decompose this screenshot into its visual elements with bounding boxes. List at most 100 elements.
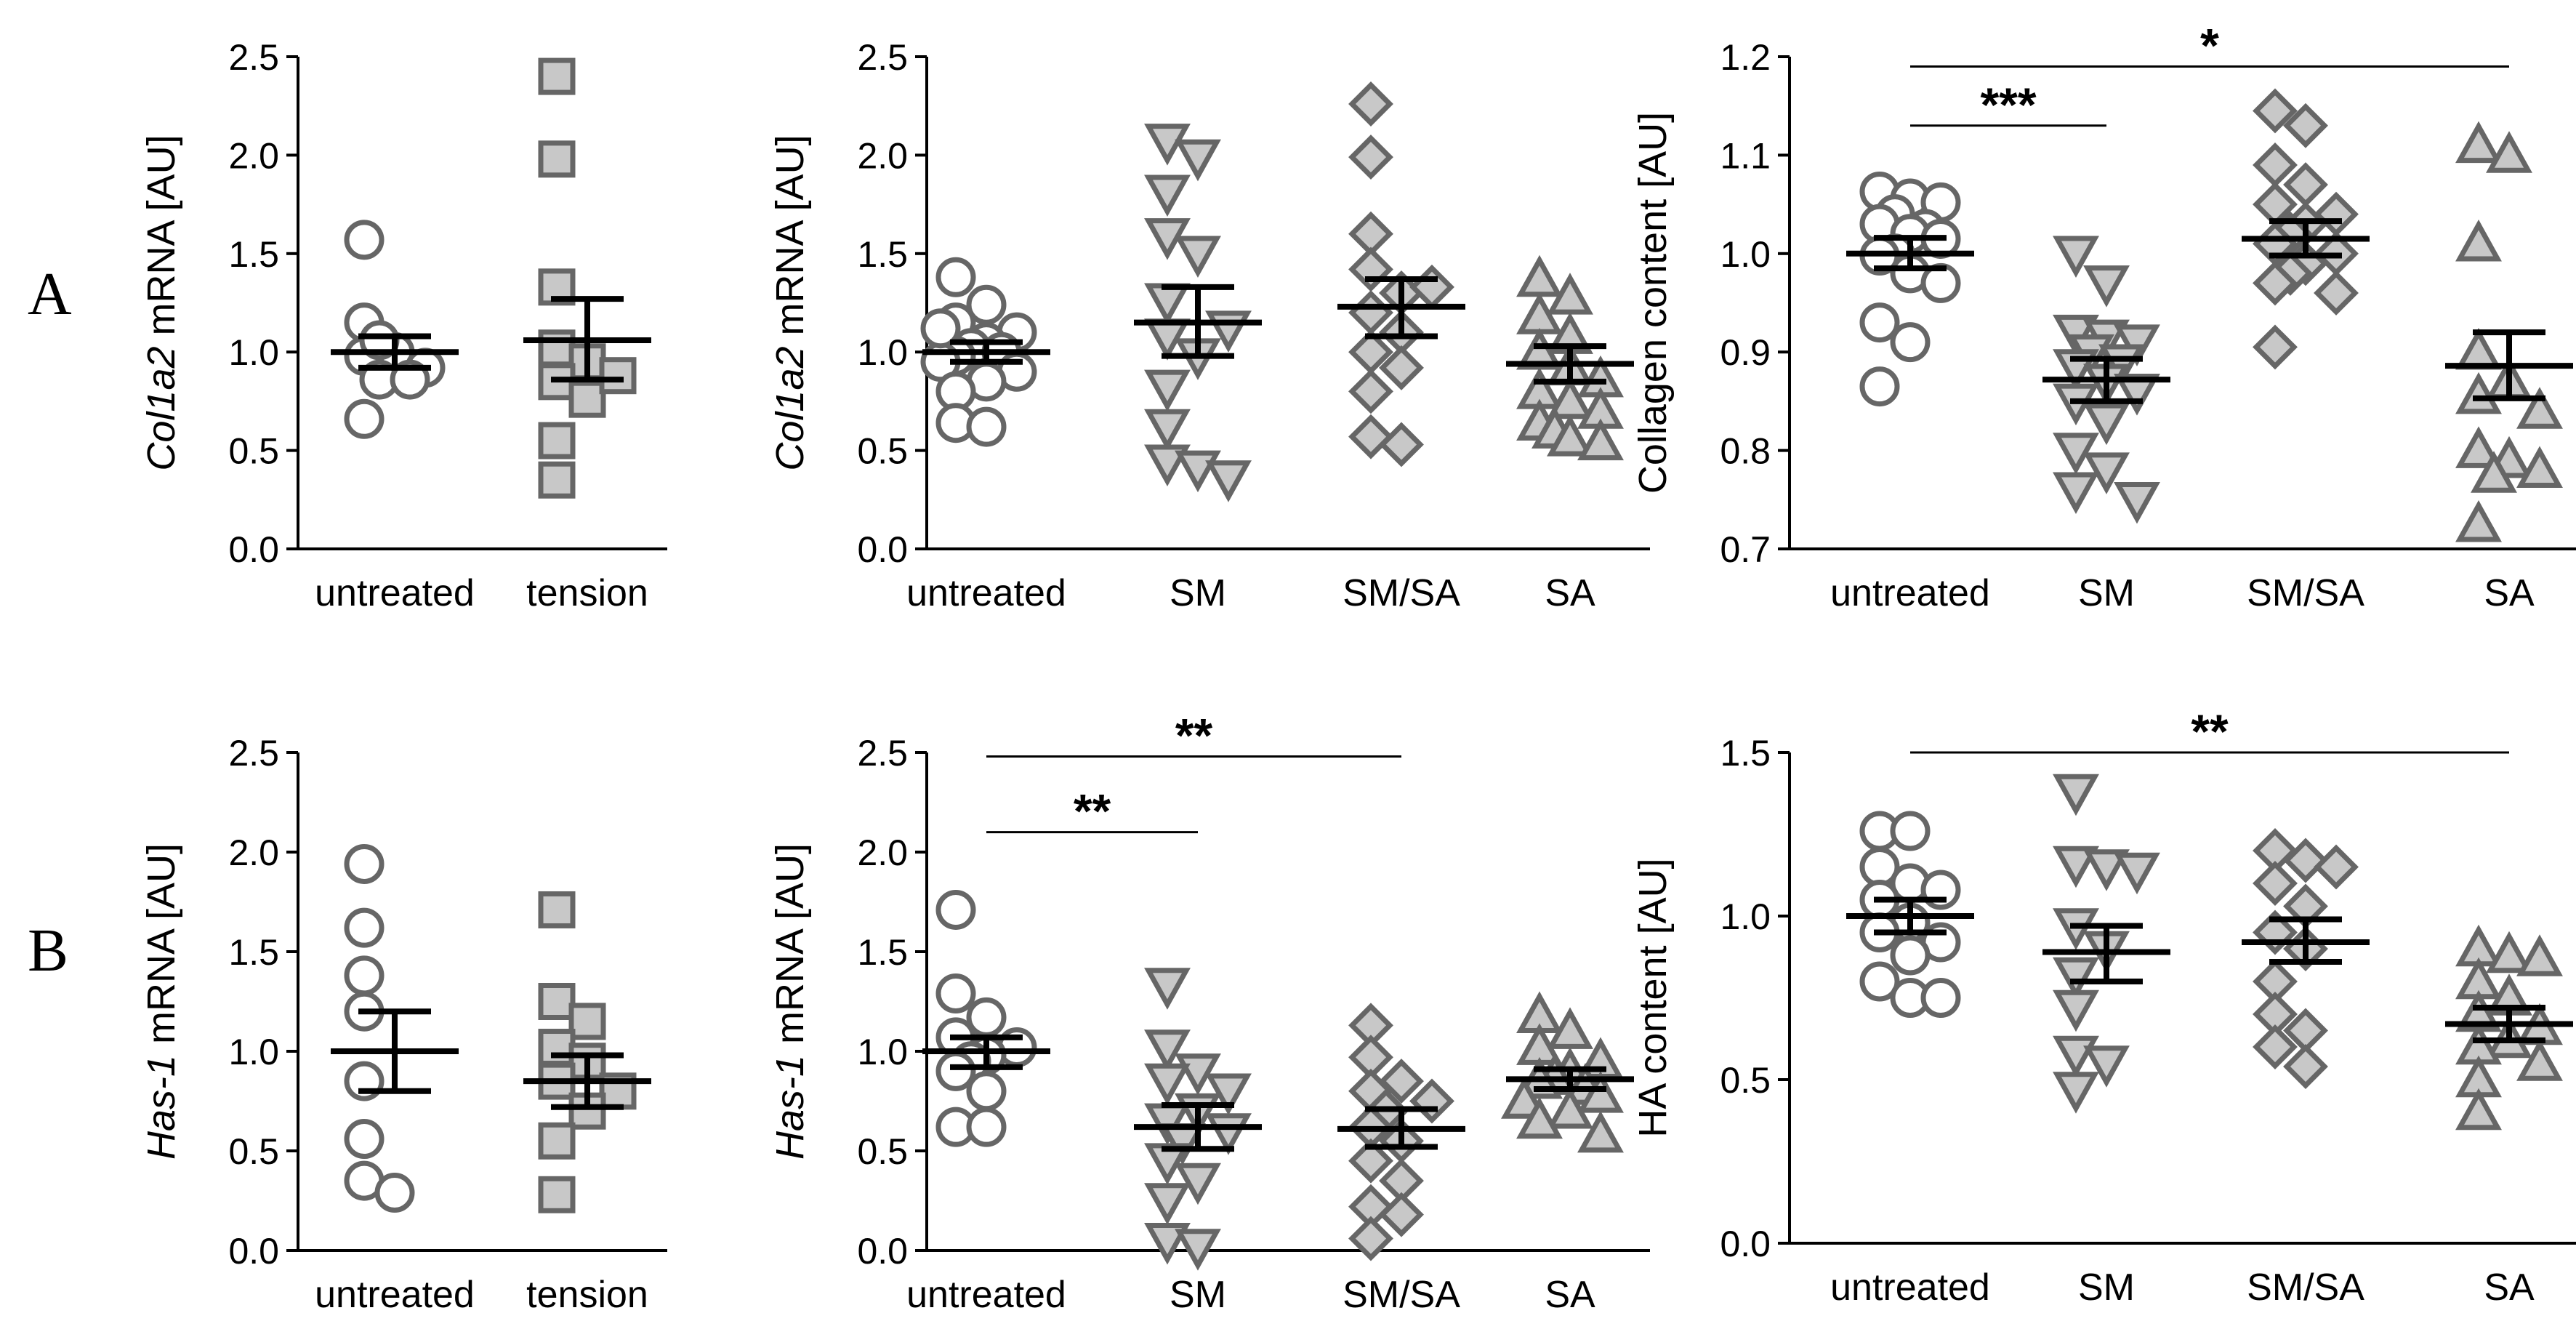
data-point-sm-sa: [2283, 1044, 2328, 1089]
data-point-sa: [1547, 273, 1593, 315]
data-point-sm: [2114, 852, 2160, 895]
significance-label: ***: [1980, 78, 2036, 132]
data-point-sm: [1144, 444, 1191, 487]
data-point-untreated: [344, 955, 385, 996]
data-point-sm-sa: [1348, 369, 1393, 414]
data-point-untreated: [1890, 322, 1931, 363]
data-point-tension: [538, 461, 576, 499]
x-tick-label-sm-sa: SM/SA: [2247, 1266, 2364, 1309]
x-tick-label-sm-sa: SM/SA: [1343, 572, 1460, 614]
y-axis-title-gene: Col1a2: [140, 346, 183, 470]
y-axis-title: Collagen content [AU]: [1631, 112, 1675, 494]
y-tick-label: 1.0: [228, 1032, 279, 1072]
data-point-untreated: [344, 1119, 385, 1160]
data-point-sm-sa: [2253, 861, 2298, 906]
y-tick-label: 2.0: [228, 135, 279, 176]
significance-label: *: [2200, 19, 2219, 73]
y-tick-label: 1.0: [1720, 896, 1771, 937]
y-axis-title-unit: HA content [AU]: [1631, 858, 1675, 1137]
significance-label: **: [1074, 784, 1111, 838]
x-tick-label-untreated: untreated: [1830, 1266, 1990, 1309]
data-point-sm: [1175, 139, 1221, 182]
data-point-untreated: [1890, 935, 1931, 976]
y-tick-label: 1.1: [1720, 135, 1771, 176]
data-point-sa: [2455, 327, 2502, 370]
chart-panel-b2-has1-treatments: 0.0 0.5 1.0 1.5 2.0 2.5 Has-1 mRNA [AU] untreat…: [768, 708, 1650, 1316]
data-point-sm-sa: [2253, 88, 2298, 134]
data-point-untreated: [344, 398, 385, 439]
data-point-sa: [1577, 1071, 1624, 1113]
data-point-tension: [538, 422, 576, 459]
data-point-sm-sa: [2253, 324, 2298, 370]
data-point-sm-sa: [2314, 270, 2359, 316]
data-point-sm: [1205, 460, 1252, 502]
data-point-untreated: [344, 907, 385, 948]
data-point-tension: [568, 1003, 606, 1040]
data-point-sm: [1144, 1183, 1191, 1225]
x-tick-label-untreated: untreated: [315, 572, 475, 614]
data-point-sm: [1144, 318, 1191, 361]
data-point-sm: [1144, 409, 1191, 451]
data-point-sm-sa: [1348, 1138, 1393, 1184]
data-point-sa: [2516, 446, 2563, 488]
y-tick-label: 2.0: [857, 135, 908, 176]
data-point-sm: [2083, 452, 2130, 494]
y-axis-title-unit: mRNA [AU]: [140, 843, 183, 1055]
y-axis-title-unit: mRNA [AU]: [140, 134, 183, 346]
data-point-sa: [1577, 418, 1624, 461]
chart-panel-a2-col1a2-treatments: 0.0 0.5 1.0 1.5 2.0 2.5 Col1a2 mRNA [AU] untrea…: [768, 37, 1650, 614]
y-axis-title: HA content [AU]: [1631, 858, 1675, 1137]
data-point-sm-sa: [1348, 81, 1393, 127]
x-tick-label-sa: SA: [2484, 1266, 2535, 1309]
x-tick-label-sa: SA: [2484, 572, 2535, 614]
y-tick-label: 1.5: [857, 932, 908, 973]
data-point-sa: [2455, 220, 2502, 262]
data-point-sm: [2053, 846, 2099, 888]
data-point-sm: [2114, 324, 2160, 366]
x-tick-label-tension: tension: [526, 572, 648, 614]
chart-panel-a1-col1a2-tension: 0.0 0.5 1.0 1.5 2.0 2.5 Col1a2 mRNA [AU] untrea…: [140, 37, 667, 614]
x-tick-label-tension: tension: [526, 1274, 648, 1316]
y-axis-title: Has-1 mRNA [AU]: [768, 843, 812, 1160]
y-axis-title-unit: mRNA [AU]: [768, 843, 812, 1055]
data-point-sm-sa: [1348, 246, 1393, 292]
x-tick-label-untreated: untreated: [906, 1274, 1066, 1316]
data-point-sa: [2516, 934, 2563, 976]
data-point-sa: [2516, 1039, 2563, 1081]
data-point-sa: [2455, 1088, 2502, 1131]
data-point-sm: [2083, 403, 2130, 446]
y-tick-label: 1.5: [857, 234, 908, 275]
data-point-sm: [2098, 344, 2145, 386]
data-point-sm-sa: [2253, 260, 2298, 306]
y-tick-label: 0.0: [857, 1231, 908, 1272]
data-point-sm: [2053, 1072, 2099, 1114]
data-point-sa: [1516, 254, 1563, 297]
data-point-sm-sa: [2283, 162, 2328, 207]
y-tick-label: 2.0: [228, 832, 279, 873]
data-point-sa: [2486, 931, 2532, 973]
data-point-tension: [538, 1122, 576, 1160]
x-tick-label-untreated: untreated: [315, 1274, 475, 1316]
y-tick-label: 1.0: [228, 332, 279, 373]
data-point-sa: [1516, 327, 1563, 370]
x-tick-label-sm: SM: [2078, 572, 2135, 614]
x-tick-label-sa: SA: [1545, 1274, 1595, 1316]
y-tick-label: 0.7: [1720, 529, 1771, 570]
data-point-tension: [538, 1176, 576, 1213]
y-tick-label: 0.0: [228, 529, 279, 570]
y-axis-title: Has-1 mRNA [AU]: [140, 843, 183, 1160]
data-point-sm: [2053, 774, 2099, 816]
data-point-untreated: [344, 843, 385, 884]
data-point-tension: [538, 57, 576, 95]
data-point-untreated: [935, 973, 976, 1014]
data-point-sm-sa: [1348, 1216, 1393, 1261]
y-tick-label: 0.9: [1720, 332, 1771, 373]
data-point-sm: [1144, 1063, 1191, 1106]
data-point-sm: [1144, 1143, 1191, 1185]
data-point-sm: [1175, 1163, 1221, 1205]
data-point-untreated: [390, 359, 430, 400]
data-point-sa: [2486, 131, 2532, 173]
data-point-sm: [1144, 1029, 1191, 1072]
data-point-untreated: [966, 1107, 1007, 1147]
